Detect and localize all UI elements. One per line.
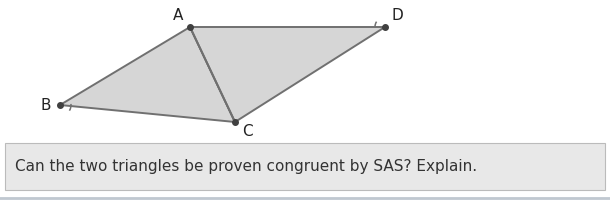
Text: B: B	[41, 98, 51, 112]
Polygon shape	[60, 27, 235, 122]
Text: D: D	[391, 8, 403, 22]
Text: A: A	[173, 8, 183, 22]
Text: C: C	[242, 124, 253, 140]
Polygon shape	[190, 27, 385, 122]
Text: Can the two triangles be proven congruent by SAS? Explain.: Can the two triangles be proven congruen…	[15, 159, 477, 174]
FancyBboxPatch shape	[5, 143, 605, 190]
